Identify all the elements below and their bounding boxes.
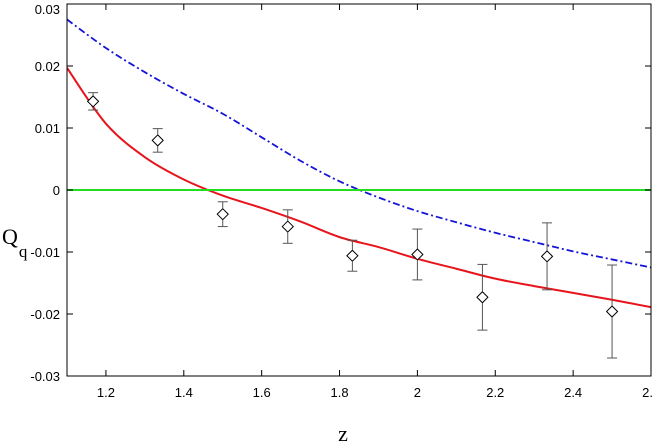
data-point bbox=[346, 249, 359, 262]
x-tick-label: 1.6 bbox=[253, 385, 271, 400]
curve-1 bbox=[67, 67, 651, 309]
y-axis-ticks: -0.03 -0.02 -0.01 0 0.01 0.02 0.03 bbox=[30, 2, 651, 384]
x-tick-label: 1.4 bbox=[175, 385, 193, 400]
x-tick-label: 1.2 bbox=[97, 385, 115, 400]
data-point bbox=[476, 291, 489, 304]
y-tick-label: -0.03 bbox=[30, 369, 60, 384]
data-point bbox=[411, 248, 424, 261]
x-tick-label: 2. bbox=[642, 385, 653, 400]
y-axis-title: Qq bbox=[2, 224, 28, 261]
x-axis-title: z bbox=[338, 421, 348, 445]
plot-curves bbox=[67, 18, 651, 309]
data-point bbox=[216, 207, 229, 221]
y-axis-title-subscript: q bbox=[19, 242, 28, 261]
data-point bbox=[540, 250, 554, 263]
x-tick-label: 2.4 bbox=[564, 385, 582, 400]
data-point bbox=[605, 305, 619, 318]
y-tick-label: -0.01 bbox=[30, 245, 60, 260]
data-point bbox=[86, 95, 100, 108]
y-axis-title-main: Q bbox=[2, 224, 18, 249]
y-tick-label: 0.02 bbox=[35, 59, 60, 74]
curve-2 bbox=[67, 18, 651, 269]
x-tick-label: 2.2 bbox=[486, 385, 504, 400]
y-tick-label: 0 bbox=[53, 183, 60, 198]
data-point bbox=[281, 220, 294, 233]
y-tick-label: 0.03 bbox=[35, 2, 60, 17]
x-axis-ticks: 1.2 1.4 1.6 1.8 2 2.2 2.4 2. bbox=[97, 4, 653, 400]
data-points bbox=[86, 95, 619, 318]
data-point bbox=[151, 134, 164, 147]
y-tick-label: -0.02 bbox=[30, 307, 60, 322]
y-tick-label: 0.01 bbox=[35, 121, 60, 136]
x-tick-label: 2 bbox=[414, 385, 421, 400]
error-bars bbox=[88, 92, 618, 359]
x-tick-label: 1.8 bbox=[330, 385, 348, 400]
